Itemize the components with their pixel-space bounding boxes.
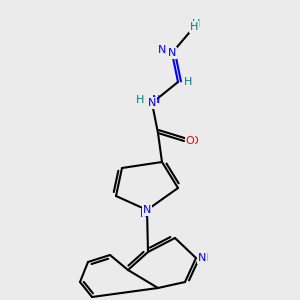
Text: N: N <box>168 48 176 58</box>
Text: H: H <box>136 95 144 105</box>
Text: N: N <box>158 45 166 55</box>
Text: N: N <box>200 253 208 263</box>
Text: N: N <box>143 205 151 215</box>
Text: N: N <box>140 209 148 219</box>
Text: H: H <box>192 19 200 29</box>
Text: H: H <box>190 22 198 32</box>
Text: H: H <box>184 77 192 87</box>
Text: N: N <box>152 95 160 105</box>
Text: H: H <box>183 79 191 89</box>
Text: O: O <box>190 136 198 146</box>
Text: N: N <box>148 98 156 108</box>
Text: N: N <box>198 253 206 263</box>
Text: O: O <box>186 136 194 146</box>
